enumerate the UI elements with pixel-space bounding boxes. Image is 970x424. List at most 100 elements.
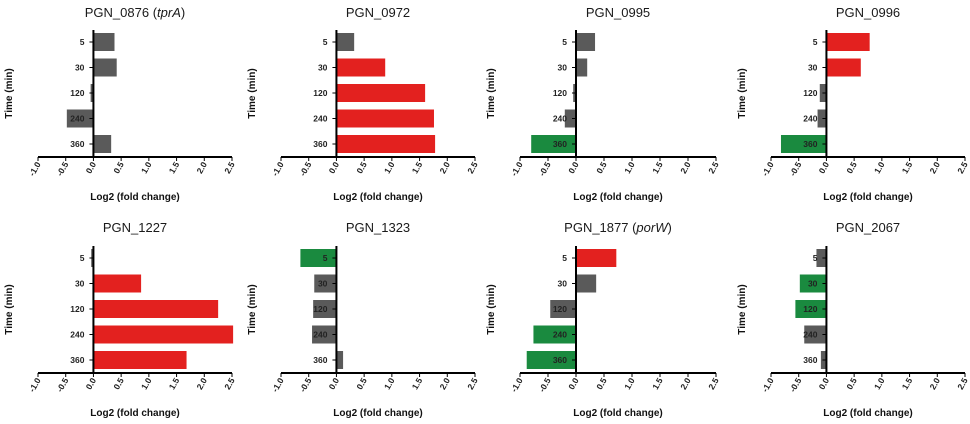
x-tick-label: -1.0 <box>270 160 286 178</box>
x-tick-label: 1.0 <box>872 376 887 391</box>
y-tick-label: 5 <box>813 37 818 47</box>
y-tick-label: 5 <box>323 37 328 47</box>
x-tick-label: 0.5 <box>354 376 369 391</box>
bar-t30 <box>336 58 386 77</box>
x-tick-label: 2.5 <box>706 160 721 175</box>
bar-t240 <box>312 325 337 344</box>
x-tick-label: -0.5 <box>787 376 803 394</box>
bar-t120 <box>313 300 337 318</box>
y-tick-label: 120 <box>803 88 817 98</box>
y-tick-label: 30 <box>75 279 85 289</box>
bar-t360 <box>526 351 576 369</box>
bar-t30 <box>93 58 117 77</box>
y-tick-label: 30 <box>318 63 328 73</box>
y-tick-label: 5 <box>323 253 328 263</box>
x-tick-label: 1.0 <box>139 160 154 175</box>
x-tick-label: 2.5 <box>222 376 237 391</box>
bar-t240 <box>533 325 576 344</box>
x-tick-label: 2.5 <box>465 160 480 175</box>
x-tick-label: 1.5 <box>900 160 915 175</box>
y-axis-label: Time (min) <box>4 68 15 118</box>
y-axis-label: Time (min) <box>247 284 258 334</box>
x-tick-label: 2.0 <box>927 376 942 391</box>
x-tick-label: 1.0 <box>382 160 397 175</box>
x-axis-label: Log2 (fold change) <box>823 192 912 203</box>
y-tick-label: 240 <box>313 330 327 340</box>
x-tick-label: 0.0 <box>84 160 99 175</box>
bar-t5 <box>576 33 596 51</box>
chart-panel-4: PGN_0996 5 30 120 240 360 -1.0 -0.5 0.0 0.5 1.0 1.5… <box>737 5 970 203</box>
x-tick-label: 0.5 <box>844 376 859 391</box>
bar-t120 <box>550 300 576 318</box>
chart-title-gene: porW <box>635 220 669 235</box>
x-tick-label: -1.0 <box>760 160 776 178</box>
x-tick-label: 1.0 <box>622 376 637 391</box>
bar-t120 <box>795 300 827 318</box>
bar-t240 <box>804 325 827 344</box>
x-axis-label: Log2 (fold change) <box>90 192 179 203</box>
chart-title: PGN_0972 <box>346 5 410 20</box>
y-tick-label: 240 <box>313 114 327 124</box>
x-tick-label: 0.5 <box>111 160 126 175</box>
y-tick-label: 30 <box>808 63 818 73</box>
chart-panel-3: PGN_0995 5 30 120 240 360 -1.0 -0.5 0.0 0.5 1.0 1.5… <box>486 5 721 203</box>
y-tick-label: 30 <box>318 279 328 289</box>
y-tick-label: 5 <box>813 253 818 263</box>
y-tick-label: 30 <box>558 63 568 73</box>
bar-t5 <box>816 249 827 267</box>
y-tick-label: 120 <box>70 88 84 98</box>
y-tick-label: 240 <box>553 114 567 124</box>
bar-t360 <box>780 135 827 153</box>
x-tick-label: 1.0 <box>872 160 887 175</box>
x-axis-label: Log2 (fold change) <box>573 408 662 419</box>
x-tick-label: -0.5 <box>537 160 553 178</box>
x-axis-label: Log2 (fold change) <box>333 192 422 203</box>
y-tick-label: 120 <box>313 88 327 98</box>
x-tick-label: 1.5 <box>650 160 665 175</box>
chart-title-main: PGN_1227 <box>103 220 167 235</box>
y-tick-label: 5 <box>80 253 85 263</box>
x-tick-label: -0.5 <box>297 376 313 394</box>
y-axis-label: Time (min) <box>486 68 497 118</box>
y-tick-label: 5 <box>562 37 567 47</box>
x-tick-label: 0.0 <box>327 376 342 391</box>
y-tick-label: 120 <box>553 304 567 314</box>
x-tick-label: 1.5 <box>167 160 182 175</box>
x-tick-label: 2.0 <box>437 376 452 391</box>
x-tick-label: -0.5 <box>537 376 553 394</box>
x-tick-label: 2.5 <box>955 160 970 175</box>
y-tick-label: 120 <box>313 304 327 314</box>
bar-t5 <box>93 33 115 51</box>
x-tick-label: 1.0 <box>139 376 154 391</box>
x-tick-label: -1.0 <box>509 376 525 394</box>
y-tick-label: 240 <box>70 114 84 124</box>
bar-t5 <box>336 33 355 51</box>
x-tick-label: -0.5 <box>54 160 70 178</box>
x-axis-label: Log2 (fold change) <box>823 408 912 419</box>
chart-title-main: PGN_2067 <box>836 220 900 235</box>
bar-t5 <box>300 249 337 267</box>
x-tick-label: -0.5 <box>297 160 313 178</box>
x-axis-label: Log2 (fold change) <box>90 408 179 419</box>
bar-t30 <box>799 274 827 293</box>
x-tick-label: 0.5 <box>111 376 126 391</box>
x-tick-label: -1.0 <box>760 376 776 394</box>
y-tick-label: 360 <box>70 139 84 149</box>
bar-t240 <box>93 325 234 344</box>
y-axis-label: Time (min) <box>486 284 497 334</box>
chart-title: PGN_1227 <box>103 220 167 235</box>
bar-t30 <box>576 58 588 77</box>
x-tick-label: 1.0 <box>622 160 637 175</box>
x-axis-label: Log2 (fold change) <box>333 408 422 419</box>
chart-panel-2: PGN_0972 5 30 120 240 360 -1.0 -0.5 0.0 0.5 1.0 1.5… <box>247 5 480 203</box>
x-tick-label: 0.5 <box>594 160 609 175</box>
chart-title: PGN_1323 <box>346 220 410 235</box>
bar-t240 <box>336 109 434 128</box>
x-tick-label: 1.5 <box>650 376 665 391</box>
x-tick-label: -1.0 <box>509 160 525 178</box>
chart-title-main: PGN_1323 <box>346 220 410 235</box>
bar-t5 <box>576 249 617 267</box>
chart-title-gene: tprA <box>157 5 181 20</box>
x-tick-label: 2.5 <box>955 376 970 391</box>
y-tick-label: 240 <box>803 114 817 124</box>
